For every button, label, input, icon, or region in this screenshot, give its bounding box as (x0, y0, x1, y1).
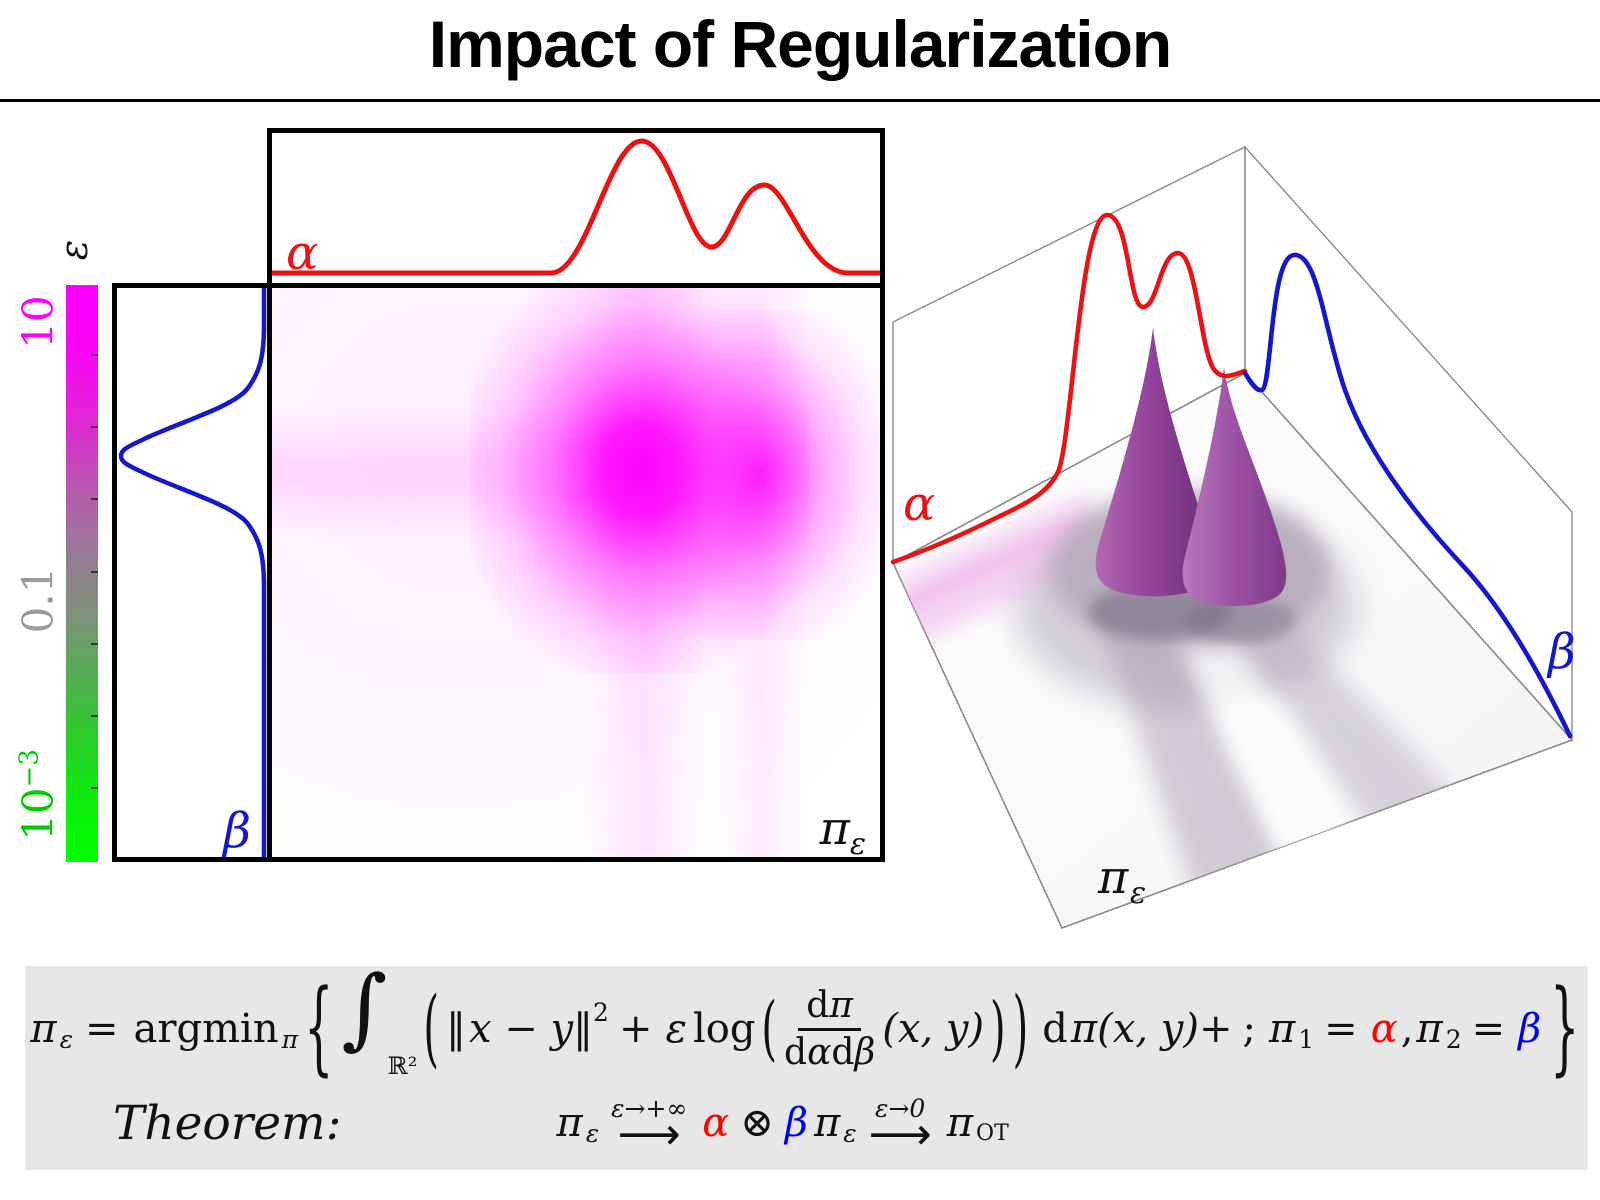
squared: 2 (593, 997, 609, 1027)
theorem-pi-2: π (813, 1100, 841, 1146)
beta-curve-svg (118, 288, 267, 857)
pi-1: π (1268, 1006, 1296, 1052)
beta-curve (118, 288, 267, 857)
close-brace: } (1550, 970, 1580, 1088)
pi-epsilon-label-2d: πε (819, 801, 866, 862)
title-divider (0, 99, 1600, 102)
beta-label-3d: β (1546, 624, 1576, 680)
plus: + (618, 1006, 653, 1052)
left-marginal-plot: β (112, 283, 272, 862)
colorbar-tick-exponent: −3 (14, 749, 45, 788)
argmin: argmin (133, 1006, 279, 1052)
otimes: ⊗ (740, 1100, 774, 1146)
surface-peak-small (1182, 367, 1287, 607)
colorbar-tick (91, 498, 98, 501)
beta-curve-3d (1242, 252, 1573, 739)
theorem-beta: β (784, 1100, 808, 1146)
surface-peak-large (1095, 327, 1212, 597)
open-brace: { (304, 970, 334, 1088)
alpha-label-3d: α (903, 476, 935, 532)
open-paren-inner: ( (761, 988, 778, 1070)
norm-body: x − y (468, 1006, 574, 1052)
pi-ot: π (946, 1100, 974, 1146)
pi-epsilon-label-3d: π (1097, 850, 1129, 904)
open-paren-outer: ( (423, 980, 439, 1078)
alpha-curve-3d (890, 212, 1248, 565)
colorbar-tick (91, 786, 98, 789)
log: log (692, 1006, 756, 1052)
joint-density-plot: πε (267, 283, 885, 862)
fraction-numerator: dπ (798, 986, 861, 1031)
pi-epsilon-sub-2d: ε (849, 827, 866, 862)
limit-arrow-zero: ε→0 ⟶ (868, 1094, 932, 1161)
fraction-denominator: dαdβ (784, 1031, 876, 1073)
beta-label: β (223, 803, 251, 859)
top-marginal-plot: α (267, 128, 885, 288)
colorbar-tick-label-1e-3: 10−3 (13, 749, 63, 841)
theorem-label: Theorem: (113, 1095, 342, 1151)
pi-ot-sub: OT (976, 1120, 1009, 1146)
integral: ∫ ℝ² (341, 956, 418, 1081)
colorbar-gradient (66, 285, 98, 862)
alpha-in-formula: α (1370, 1006, 1398, 1052)
close-paren-outer: ) (1012, 980, 1029, 1078)
dpi-d: d (1042, 1006, 1068, 1052)
alpha-curve (272, 138, 880, 276)
colorbar-tick (91, 354, 98, 357)
semicolon: ; (1242, 1006, 1256, 1052)
colorbar-tick-label-10: 10 (13, 295, 63, 349)
page-title: Impact of Regularization (428, 7, 1172, 81)
surface-plot-3d: α β π ε (890, 145, 1576, 930)
beta-in-formula: β (1518, 1006, 1542, 1052)
colorbar-tick (91, 426, 98, 429)
equals: = (85, 1006, 119, 1052)
density-blob-small (635, 310, 880, 640)
colorbar-tick (91, 714, 98, 717)
theorem-alpha: α (702, 1100, 730, 1146)
alpha-label: α (286, 225, 319, 281)
colorbar-epsilon-label: ε (52, 239, 96, 261)
fraction-args: (x, y) (882, 1006, 985, 1052)
colorbar-tick (91, 570, 98, 573)
radon-nikodym-fraction: dπ dαdβ (784, 986, 876, 1073)
colorbar-tick (91, 642, 98, 645)
pi-epsilon-sub-3d: ε (1130, 876, 1146, 911)
close-paren-inner: ) (990, 988, 1006, 1070)
epsilon: ε (665, 1006, 687, 1052)
norm-open: ‖ (445, 1006, 466, 1052)
limit-arrow-infinity: ε→+∞ ⟶ (611, 1094, 688, 1161)
norm-close: ‖ (573, 1006, 594, 1052)
alpha-curve-svg (272, 138, 880, 276)
colorbar-tick-label-0.1: 0.1 (13, 566, 63, 634)
pi-eps: π (30, 1006, 57, 1052)
theorem-pi-1: π (556, 1100, 583, 1146)
pi-2: π (1416, 1006, 1443, 1052)
integral-domain: ℝ² (387, 1052, 418, 1080)
dpi-rest: π(x, y)+ (1070, 1006, 1233, 1052)
